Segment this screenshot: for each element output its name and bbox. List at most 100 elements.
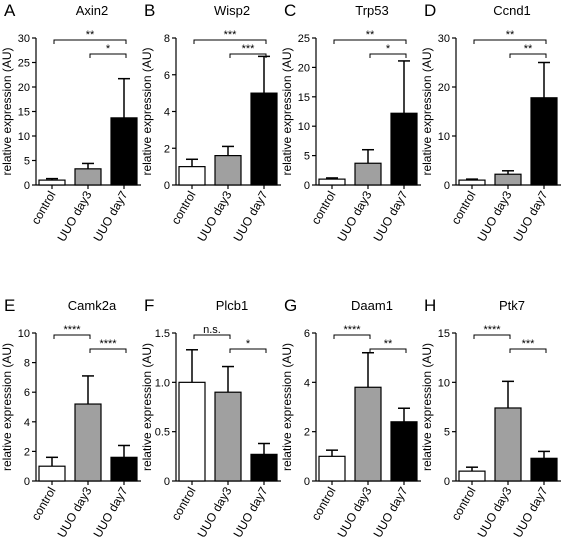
y-tick-label: 0 [24,476,30,488]
bar-ccnd1-2 [530,97,558,186]
category-label: UUO day7 [510,188,550,244]
y-tick-label: 8 [164,33,170,45]
bar-ptk7-0 [458,470,486,482]
bar-daam1-1 [354,386,382,482]
category-label: UUO day7 [90,188,130,244]
panel-letter: D [424,1,436,20]
category-label: UUO day7 [230,484,270,540]
category-label: control [168,485,198,523]
y-tick-label: 0 [444,476,450,488]
bar-ptk7-2 [530,457,558,482]
category-label: control [168,189,198,227]
category-label: control [448,485,478,523]
y-tick-label: 4 [24,417,30,429]
bar-ccnd1-0 [458,179,486,186]
y-tick-label: 10 [18,328,30,340]
significance-bracket [473,39,547,44]
y-tick-label: 6 [304,328,310,340]
bar-ccnd1-1 [494,173,522,186]
category-label: UUO day7 [90,484,130,540]
panel-letter: H [424,296,436,315]
y-axis-label: relative expression (AU) [280,343,294,471]
y-tick-label: 4 [304,377,310,389]
y-tick-label: 6 [24,387,30,399]
significance-bracket [229,348,267,353]
category-label: control [28,189,58,227]
bar-axin2-2 [110,117,138,186]
category-label: UUO day3 [334,188,374,244]
significance-label: * [106,43,111,55]
bar-trp53-1 [354,162,382,186]
y-tick-label: 0 [164,180,170,192]
significance-bracket [333,39,407,44]
significance-label: * [246,338,251,350]
panel-trp53: C Trp53 0 5 10 15 20 25 relative expression (AU)… [280,1,421,244]
panel-daam1: G Daam1 0 2 4 6 relative expression (AU) contro… [280,296,421,540]
panel-title: Trp53 [355,3,388,18]
category-label: UUO day7 [510,484,550,540]
category-label: control [448,189,478,227]
y-tick-label: 10 [18,131,30,143]
significance-label: *** [522,338,536,350]
panel-ptk7: H Ptk7 0 5 10 15 relative expression (AU) contr… [420,296,561,540]
significance-label: **** [343,324,361,336]
bar-ptk7-1 [494,407,522,482]
category-label: UUO day3 [474,188,514,244]
y-tick-label: 30 [18,33,30,45]
category-label: control [28,485,58,523]
y-tick-label: 4 [164,107,170,119]
significance-bracket [333,334,371,339]
y-tick-label: 2 [304,427,310,439]
y-axis-label: relative expression (AU) [420,47,434,175]
bar-axin2-1 [74,168,102,186]
bar-trp53-2 [390,112,418,186]
panel-title: Axin2 [76,3,109,18]
panel-title: Plcb1 [216,298,249,313]
bar-wisp2-0 [178,166,206,186]
panel-letter: E [4,296,15,315]
bar-plcb1-0 [178,381,206,482]
bar-camk2a-0 [38,465,66,482]
y-axis-label: relative expression (AU) [0,343,14,471]
y-tick-label: 0 [24,180,30,192]
significance-bracket [369,348,407,353]
panel-title: Ccnd1 [493,3,531,18]
significance-label: **** [483,324,501,336]
category-label: UUO day7 [230,188,270,244]
category-label: UUO day7 [370,484,410,540]
category-label: control [308,189,338,227]
significance-bracket [193,39,267,44]
significance-label: ** [366,29,375,41]
significance-bracket [509,53,547,58]
y-tick-label: 1.5 [155,328,170,340]
significance-bracket [509,348,547,353]
y-tick-label: 15 [438,328,450,340]
bar-wisp2-2 [250,92,278,186]
bar-plcb1-2 [250,453,278,482]
y-tick-label: 0 [304,180,310,192]
y-tick-label: 5 [444,427,450,439]
panel-title: Camk2a [68,298,117,313]
y-tick-label: 10 [298,121,310,133]
y-axis-label: relative expression (AU) [140,47,154,175]
y-tick-label: 6 [164,70,170,82]
significance-bracket [193,334,231,339]
y-tick-label: 20 [298,62,310,74]
significance-label: *** [224,29,238,41]
y-axis-label: relative expression (AU) [0,47,14,175]
panel-camk2a: E Camk2a 0 2 4 6 8 10 relative expression (AU) co… [0,296,141,540]
y-tick-label: 2 [24,446,30,458]
y-tick-label: 20 [18,82,30,94]
y-tick-label: 30 [438,33,450,45]
y-tick-label: 25 [18,58,30,70]
significance-label: * [386,43,391,55]
y-tick-label: 0.5 [155,427,170,439]
significance-bracket [229,53,267,58]
bar-plcb1-1 [214,391,242,482]
bar-trp53-0 [318,178,346,186]
y-tick-label: 25 [298,33,310,45]
bar-camk2a-1 [74,403,102,482]
panel-title: Daam1 [351,298,393,313]
category-label: UUO day3 [54,484,94,540]
